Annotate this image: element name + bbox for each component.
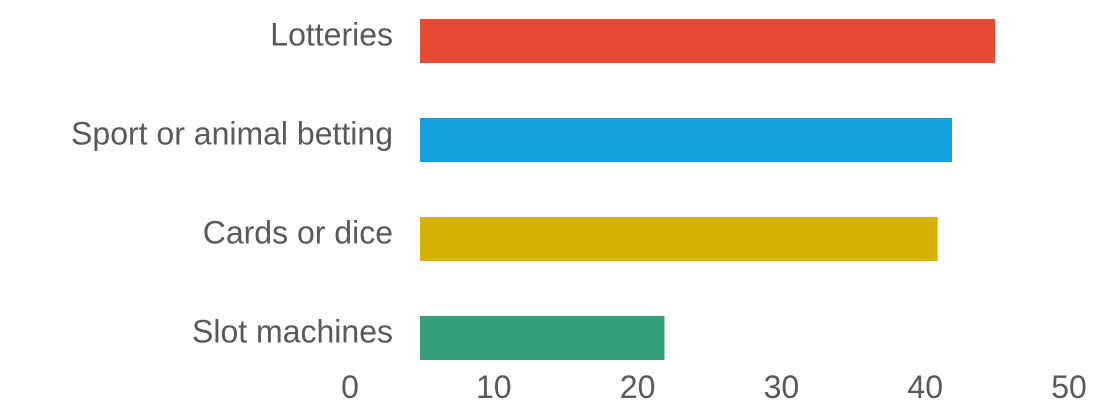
x-tick-label-0: 0 [341, 369, 359, 405]
x-tick-label-10: 10 [476, 369, 512, 405]
category-labels: Lotteries Sport or animal betting Cards or… [71, 16, 393, 349]
bar-cards-or-dice [420, 217, 938, 261]
category-label-slot-machines: Slot machines [192, 313, 393, 349]
category-label-lotteries: Lotteries [270, 16, 393, 52]
bar-slot-machines [420, 316, 665, 360]
bar-lotteries [420, 19, 996, 63]
x-tick-label-30: 30 [764, 369, 800, 405]
category-label-sport-or-animal-betting: Sport or animal betting [71, 115, 393, 151]
category-label-cards-or-dice: Cards or dice [203, 214, 393, 250]
x-tick-label-40: 40 [907, 369, 943, 405]
x-tick-label-20: 20 [620, 369, 656, 405]
bars [420, 19, 996, 360]
bar-sport-or-animal-betting [420, 118, 953, 162]
x-axis-tick-labels: 0 10 20 30 40 50 [341, 369, 1087, 405]
x-tick-label-50: 50 [1051, 369, 1087, 405]
